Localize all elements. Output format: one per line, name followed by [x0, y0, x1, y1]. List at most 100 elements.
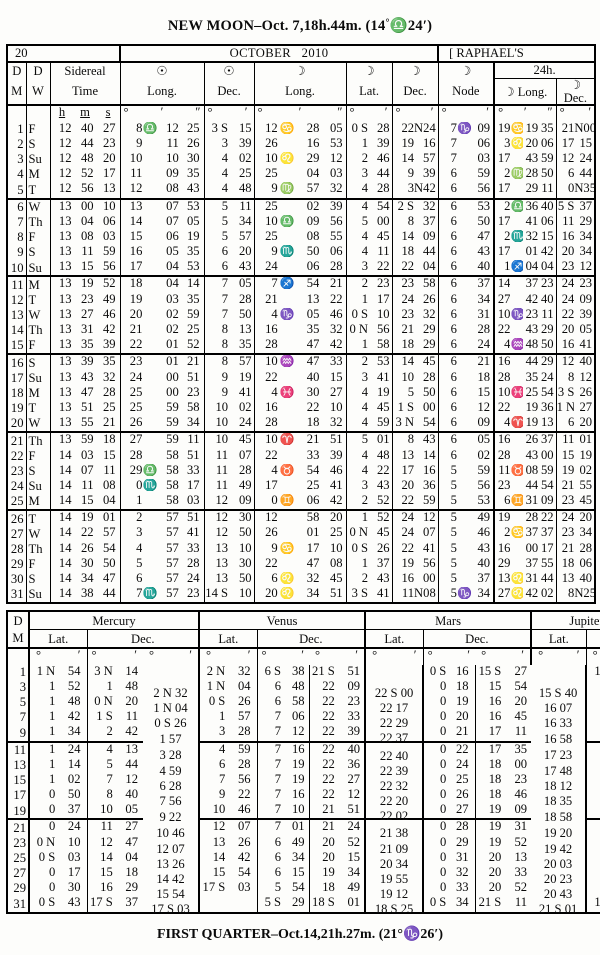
table-row[interactable]: 29 F 14 30 50 5 57 28 13 30 22 47 08 1 37 19 56 5 40 29 37 55…: [7, 556, 596, 572]
table-row[interactable]: 15 F 13 35 39 22 01 52 8 35 28 47 42 1 58 18 29 6 24 4 ♒ 48 50…: [7, 338, 596, 356]
table-row[interactable]: 7 Th 13 04 06 14 07 05 5 34 10 ♎ 09 56 5 00 8 37 6 50 17 41 06…: [7, 214, 596, 230]
table-row[interactable]: 21 Th 13 59 18 27 59 11 10 45 10 ♈ 21 51 5 01 8 43 6 05 16 26…: [7, 432, 596, 449]
m24-dec-min: 26: [579, 385, 593, 399]
cell-moon-dec: 17 16: [391, 463, 439, 479]
m24-long-min: 43: [525, 448, 539, 462]
cell-venus-lat: 14 42: [198, 850, 258, 866]
sun-dec-min: 30: [238, 556, 252, 570]
cell-24h-moon-long: 29 37 55: [493, 556, 557, 572]
table-row[interactable]: 19 T 13 51 25 25 59 58 10 02 16 22 10 4 45 1 S 00 6 12 22 19…: [7, 400, 596, 417]
zodiac-sign-icon: ♌: [510, 136, 523, 149]
node-deg: 6: [450, 416, 457, 429]
cell-venus-dec-noon: 21 38: [364, 819, 424, 840]
table-row[interactable]: 31 0 S 43 17 S 37 17 S 03 5 S 29 18 S 01 18 S 25 0 …: [7, 896, 600, 915]
table-row[interactable]: 7 1 42 1 S 11 0 S 26 1 57 7 06 22 33 22 29 0 20 16 45 16 …: [7, 710, 600, 729]
table-row[interactable]: 27 0 17 15 18 14 42 15 54 6 15 19 34 19 55 0 32 20 33 20 …: [7, 866, 600, 885]
table-row[interactable]: 14 Th 13 31 42 21 02 25 8 13 16 35 32 0 N 56 21 29 6 28 22 4…: [7, 323, 596, 339]
table-row[interactable]: 25 0 S 03 14 04 13 26 14 42 6 34 20 15 20 34 0 31 20 13 2…: [7, 850, 600, 870]
table-row[interactable]: 17 Su 13 43 32 24 00 51 9 19 22 40 15 3 41 10 28 6 18 28 35 2…: [7, 370, 596, 386]
jupiter-lat-deg: 1: [587, 680, 600, 693]
cell-24h-moon-long: 10 ♓ 25 54: [493, 385, 557, 401]
table-row[interactable]: 20 W 13 55 21 26 59 34 10 24 28 18 32 4 59 3 N 54 6 09 4 ♈ 19…: [7, 416, 596, 434]
table-row[interactable]: 26 T 14 19 01 2 57 51 12 30 12 58 20 1 52 24 12 5 49 19 28 22…: [7, 510, 596, 527]
cell-sun-dec: 11 49: [203, 478, 255, 495]
node-deg: 6: [450, 292, 457, 306]
table-row[interactable]: 30 S 14 34 47 6 57 24 13 50 6 ♌ 32 45 2 43 16 00 5 37 13 ♌ 31 4…: [7, 572, 596, 588]
table-row[interactable]: 23 S 14 07 11 29 ♎ 58 33 11 28 4 ♉ 54 46 4 22 17 16 5 59 11 ♉ 0…: [7, 463, 596, 479]
mars-lat-deg: 0 S: [429, 664, 447, 678]
units-jupiter-dec: °′: [585, 648, 600, 665]
mars-dec-deg: 17: [488, 742, 502, 756]
cell-moon-dec: 19 16: [391, 136, 439, 152]
table-row[interactable]: 18 M 13 47 28 25 00 23 9 41 4 ♓ 30 27 4 19 5 50 6 15 10 ♓ 25 54…: [7, 385, 596, 401]
table-row[interactable]: 16 S 13 39 35 23 01 21 8 57 10 ♒ 47 33 2 53 14 45 6 21 16 44 2…: [7, 354, 596, 371]
table-row[interactable]: 8 F 13 08 03 15 06 19 5 57 25 08 55 4 45 14 09 6 47 2 ♏ 32 15 1…: [7, 229, 596, 246]
table-row[interactable]: 10 Su 13 15 56 17 04 53 6 43 24 06 28 3 22 22 04 6 40 1 ♐ 04 0…: [7, 260, 596, 278]
cell-moon-lat: 0 S 10: [345, 307, 393, 323]
table-row[interactable]: 31 Su 14 38 44 7 ♏ 57 23 14 S 10 20 ♌ 34 51 3 S 41 11 N08 5…: [7, 587, 596, 605]
table-row[interactable]: 2 S 12 44 23 9 11 26 3 39 26 16 53 1 39 19 16 7 06 3 ♌ 20 06 17…: [7, 136, 596, 152]
cell-sun-long: 10 10 30: [119, 151, 205, 168]
mars-lat-min: 19: [455, 694, 469, 708]
table-row[interactable]: 21 0 24 11 27 10 46 12 07 7 01 21 24 21 38 0 28 19 31 19 …: [7, 819, 600, 840]
cell-mars-lat: 0 20: [422, 710, 476, 726]
m24-dec-deg: 21: [561, 478, 575, 492]
cell-sidereal-time: 12 40 27: [49, 121, 121, 137]
table-row[interactable]: 1 F 12 40 27 8 ♎ 12 25 3 S 15 12 ♋ 28 05 0 S 28 22 N24 7 ♑ 09…: [7, 121, 596, 137]
units-24h-long: ° ′ ″: [493, 105, 557, 122]
cell-sun-dec: 7 50: [203, 307, 255, 323]
table-row[interactable]: 22 F 14 03 15 28 58 51 11 07 22 33 39 4 48 13 14 6 02 28 43 0…: [7, 448, 596, 464]
jupiter-lat-deg: 1: [587, 803, 600, 816]
cell-moon-long: 7 ♐ 54 21: [253, 276, 347, 293]
mars-dec-noon-value: 17 23: [543, 749, 573, 762]
cell-mars-dec: 19 31: [474, 819, 532, 836]
cell-moon-long: 17 25 41: [253, 478, 347, 495]
table-row[interactable]: 25 M 14 15 04 1 58 03 12 09 0 ♊ 06 42 2 52 22 59 5 53 6 ♊ 31 09…: [7, 494, 596, 512]
m24-dec-deg: 24: [561, 511, 575, 524]
cell-sidereal-time: 14 11 08: [49, 478, 121, 495]
table-row[interactable]: 28 Th 14 26 54 4 57 33 13 10 9 ♋ 17 10 0 S 26 22 41 5 43 16 0…: [7, 541, 596, 557]
table-row[interactable]: 6 W 13 00 10 13 07 53 5 11 25 02 39 4 54 2 S 32 6 53 2 ♎ 36 40…: [7, 198, 596, 215]
sun-dec-min: 50: [238, 307, 252, 321]
m24-dec-deg: 21: [561, 121, 575, 135]
cell-mercury-dec: 7 12: [86, 772, 143, 789]
sidereal-minutes: 23: [80, 292, 94, 306]
table-row[interactable]: 13 W 13 27 46 20 02 59 7 50 4 ♑ 05 46 0 S 10 23 32 6 31 10 ♑ 2…: [7, 307, 596, 323]
moon-lat-deg: 1: [361, 136, 369, 150]
moon-dec-deg: 17: [401, 463, 415, 477]
table-row[interactable]: 4 M 12 52 17 11 09 35 4 25 25 04 03 3 44 9 39 6 59 2 ♍ 28 50 6 4…: [7, 167, 596, 183]
cell-day-of-week: Th: [25, 541, 50, 557]
sun-dec-deg: 12: [215, 526, 229, 540]
sun-long-min: 57: [166, 572, 179, 585]
table-row[interactable]: 27 W 14 22 57 3 57 41 12 50 26 01 25 0 N 45 24 07 5 46 2 ♋ 37…: [7, 526, 596, 542]
table-row[interactable]: 12 T 13 23 49 19 03 35 7 28 21 13 22 1 17 24 26 6 34 27 42 40…: [7, 292, 596, 308]
mars-dec-min: 20: [514, 694, 528, 708]
table-row[interactable]: 23 0 N 10 12 47 12 07 13 26 6 49 20 52 21 09 0 29 19 52 1…: [7, 835, 600, 855]
table-row[interactable]: 3 Su 12 48 20 10 10 30 4 02 10 ♌ 29 12 2 46 14 57 7 03 17 43 5…: [7, 151, 596, 168]
cell-moon-dec: 1 S 00: [391, 400, 439, 417]
table-row[interactable]: 24 Su 14 11 08 0 ♏ 58 17 11 49 17 25 41 3 43 20 36 5 56 23 44…: [7, 478, 596, 495]
table-row[interactable]: 5 1 48 0 N 20 1 N 04 0 S 26 6 58 22 23 22 17 0 19 16 20 1…: [7, 694, 600, 714]
table-row[interactable]: 19 0 37 10 05 9 22 10 46 7 10 21 51 22 02 0 27 19 09 18 5…: [7, 803, 600, 823]
m24-long-min: 44: [525, 478, 539, 492]
cell-mars-dec-noon: 16 58: [531, 725, 586, 745]
sun-long-deg: 6: [136, 572, 143, 585]
table-row[interactable]: 29 0 30 16 29 15 54 17 S 03 5 54 18 49 19 12 0 33 20 52 2…: [7, 881, 600, 900]
mars-dec-noon-value: 15 S 40: [538, 686, 578, 700]
sidereal-seconds: 46: [102, 307, 116, 321]
moon-lat-min: 52: [376, 511, 390, 524]
table-row[interactable]: 9 S 13 11 59 16 05 35 6 20 9 ♏ 50 06 4 11 18 44 6 43 17 01 42 2…: [7, 245, 596, 261]
sidereal-hours: 14: [58, 448, 72, 462]
table-row[interactable]: 3 1 52 1 48 2 N 32 1 N 04 6 48 22 09 22 S 00 0 18 15 54 1…: [7, 679, 600, 699]
planet-head-jupiter: Jupiter: [530, 611, 600, 631]
moon-long-sec: 10: [329, 541, 343, 555]
table-row[interactable]: 5 T 12 56 13 12 08 43 4 48 9 ♍ 57 32 4 28 3 N42 6 56 17 29 11 0…: [7, 182, 596, 200]
table-row[interactable]: 11 M 13 19 52 18 04 14 7 05 7 ♐ 54 21 2 23 23 58 6 37 14 37 23…: [7, 276, 596, 293]
moon-lat-deg: 0 N: [349, 526, 369, 540]
